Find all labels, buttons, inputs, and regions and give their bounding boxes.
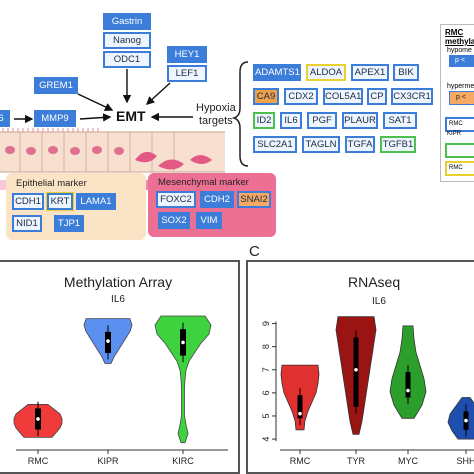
legend-box-green	[445, 143, 474, 158]
gene-box-lama1: LAMA1	[76, 193, 116, 210]
legend-box-rmc-blue: RMC	[445, 117, 474, 132]
rna-median-tyr	[354, 367, 358, 372]
gene-box-tgfa: TGFA	[345, 136, 375, 153]
ytick-label-9: 9	[261, 321, 271, 326]
rna-xlabel-rmc: RMC	[290, 456, 311, 466]
gene-box-apex1: APEX1	[351, 64, 389, 81]
gene-box-cp: CP	[367, 88, 387, 105]
hypoxia-label-line1: Hypoxia	[196, 102, 236, 114]
ytick-label-5: 5	[261, 413, 271, 418]
rna-violin-shh	[447, 397, 474, 440]
legend-hyper-box: p <	[449, 91, 474, 105]
ytick-label-6: 6	[261, 390, 271, 395]
gene-box-mmp9: MMP9	[34, 110, 76, 127]
gene-box-aldoa: ALDOA	[306, 64, 346, 81]
legend-title-line1: RMC	[445, 28, 464, 37]
methylation-array-title: Methylation Array	[63, 274, 173, 290]
rna-box-myc	[405, 372, 411, 398]
gene-box-col5a1: COL5A1	[323, 88, 363, 105]
gene-box-tgfb1: TGFB1	[380, 136, 416, 153]
gene-box-tjp1: TJP1	[54, 215, 84, 232]
ytick-label-4: 4	[261, 437, 271, 442]
gene-box-cx3cr1: CX3CR1	[391, 88, 433, 105]
gene-box-foxc2: FOXC2	[156, 191, 196, 208]
rna-median-rmc	[298, 411, 302, 416]
gene-box-sat1: SAT1	[383, 112, 417, 129]
xlabel-kipr: KIPR	[97, 456, 119, 466]
gene-box-left-cut: 6	[0, 110, 10, 127]
panel-letter-c: C	[249, 243, 260, 260]
legend-hyper-label: hyperme	[447, 83, 474, 90]
rnaseq-title: RNAseq	[348, 274, 401, 290]
gene-box-grem1: GREM1	[34, 77, 78, 94]
gene-box-bik: BIK	[393, 64, 419, 81]
methylation-array-panel: Methylation Array IL6 RMC KIPR KIRC	[0, 260, 240, 474]
legend-box-kipr: KIPR	[447, 131, 462, 137]
gene-box-slc2a1: SLC2A1	[253, 136, 297, 153]
gene-box-il6: IL6	[280, 112, 302, 129]
gene-box-vim: VIM	[196, 212, 222, 229]
gene-box-tagln: TAGLN	[302, 136, 340, 153]
gene-box-adamts1: ADAMTS1	[253, 64, 301, 81]
gene-box-cdh2: CDH2	[200, 191, 234, 208]
gene-box-pgf: PGF	[307, 112, 337, 129]
rnaseq-panel: RNAseq IL6 4 5 6 7 8 9 RMC TYR MYC SHH	[246, 260, 474, 474]
gene-box-plaur: PLAUR	[342, 112, 378, 129]
legend-title-line2: methylati	[445, 37, 474, 46]
median-kirc	[181, 340, 185, 345]
gene-box-cdh1: CDH1	[12, 193, 44, 210]
rnaseq-il6-label: IL6	[372, 296, 386, 307]
legend-hypo-box: p <	[449, 55, 474, 67]
legend-panel: RMC methylati hypome p < hyperme p < RMC…	[440, 24, 474, 182]
gene-box-gastrin: Gastrin	[103, 13, 151, 30]
gene-box-id2: ID2	[253, 112, 275, 129]
gene-box-cdx2: CDX2	[284, 88, 318, 105]
epithelial-marker-title: Epithelial marker	[16, 178, 87, 189]
gene-box-nid1: NID1	[12, 215, 42, 232]
rna-median-shh	[464, 418, 468, 423]
legend-box-rmc-yellow: RMC	[445, 161, 474, 176]
median-rmc	[36, 417, 40, 421]
legend-hypo-label: hypome	[447, 47, 472, 54]
rna-xlabel-myc: MYC	[398, 456, 419, 466]
gene-box-odc1: ODC1	[103, 51, 151, 68]
methylation-violin-plot: RMC KIPR KIRC	[13, 315, 228, 466]
rna-xlabel-shh: SHH	[456, 456, 474, 466]
rna-median-myc	[406, 388, 410, 393]
emt-label: EMT	[116, 108, 146, 124]
hypoxia-label-line2: targets	[199, 115, 233, 127]
xlabel-rmc: RMC	[28, 456, 49, 466]
gene-box-hey1: HEY1	[167, 46, 207, 63]
violin-kirc	[154, 315, 212, 444]
gene-box-lef1: LEF1	[167, 65, 207, 82]
rna-box-rmc	[297, 395, 303, 419]
xlabel-kirc: KIRC	[172, 456, 194, 466]
gene-box-nanog: Nanog	[103, 32, 151, 49]
rna-xlabel-tyr: TYR	[347, 456, 366, 466]
gene-box-snai2: SNAI2	[237, 191, 271, 208]
gene-box-krt: KRT	[46, 192, 74, 211]
methylation-il6-label: IL6	[111, 294, 125, 305]
median-kipr	[106, 339, 110, 343]
ytick-label-8: 8	[261, 344, 271, 349]
mesenchymal-marker-title: Mesenchymal marker	[158, 177, 249, 188]
ytick-label-7: 7	[261, 367, 271, 372]
rna-box-tyr	[353, 337, 359, 407]
gene-box-sox2: SOX2	[158, 212, 190, 229]
rnaseq-violin-plot: 4 5 6 7 8 9 RMC TYR MYC SHH	[261, 316, 474, 466]
gene-box-ca9: CA9	[253, 88, 279, 105]
